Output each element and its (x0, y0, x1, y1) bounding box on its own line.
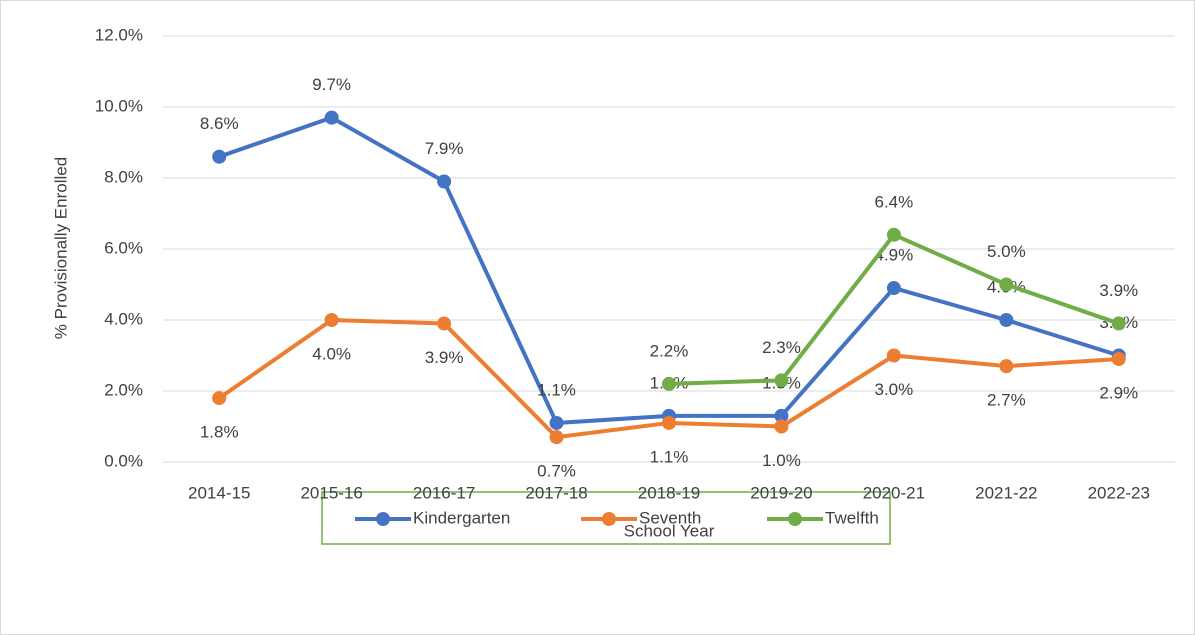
data-label: 2.3% (762, 338, 801, 357)
data-label: 5.0% (987, 242, 1026, 261)
y-axis-title: % Provisionally Enrolled (51, 157, 70, 339)
x-tick-label: 2018-19 (638, 483, 700, 502)
data-point (886, 281, 901, 296)
data-point (999, 359, 1014, 374)
data-point (212, 149, 227, 164)
data-label: 7.9% (425, 139, 464, 158)
x-tick-label: 2014-15 (188, 483, 250, 502)
y-tick-label: 10.0% (95, 96, 143, 115)
data-label: 4.0% (312, 344, 351, 363)
data-label: 9.7% (312, 75, 351, 94)
data-label: 3.9% (1099, 281, 1138, 300)
data-label: 1.1% (650, 447, 689, 466)
data-label: 2.7% (987, 391, 1026, 410)
x-tick-label: 2017-18 (525, 483, 587, 502)
x-tick-label: 2020-21 (863, 483, 925, 502)
data-label: 1.8% (200, 423, 239, 442)
data-point (324, 110, 339, 125)
data-label: 1.0% (762, 451, 801, 470)
data-label: 8.6% (200, 114, 239, 133)
data-point (774, 419, 789, 434)
data-point (662, 415, 676, 430)
x-tick-label: 2019-20 (750, 483, 812, 502)
data-label: 3.9% (425, 348, 464, 367)
y-tick-label: 12.0% (95, 25, 143, 44)
data-label: 1.1% (537, 380, 576, 399)
data-label: 0.7% (537, 462, 576, 481)
y-tick-label: 6.0% (104, 238, 143, 257)
legend-marker (788, 512, 802, 526)
data-label: 2.9% (1099, 384, 1138, 403)
data-label: 2.2% (650, 341, 689, 360)
data-label: 6.4% (875, 192, 914, 211)
y-tick-label: 8.0% (104, 167, 143, 186)
data-point (1111, 352, 1126, 367)
data-point (662, 376, 676, 391)
legend-label: Seventh (639, 508, 701, 527)
data-point (774, 408, 789, 423)
y-tick-label: 4.0% (104, 309, 143, 328)
data-point (549, 430, 564, 445)
y-tick-label: 2.0% (104, 380, 143, 399)
data-point (212, 391, 227, 406)
data-point (999, 313, 1014, 327)
data-point (886, 227, 901, 242)
legend-label: Twelfth (825, 508, 879, 527)
data-point (999, 277, 1014, 292)
data-point (886, 348, 901, 363)
legend-box (321, 491, 891, 545)
data-point (1111, 316, 1126, 331)
data-point (324, 313, 339, 327)
y-tick-label: 0.0% (104, 451, 143, 470)
x-tick-label: 2015-16 (300, 483, 362, 502)
data-point (774, 373, 789, 388)
legend-label: Kindergarten (413, 508, 510, 527)
data-point (437, 174, 452, 189)
legend-marker (376, 512, 390, 526)
data-label: 3.0% (875, 380, 914, 399)
x-tick-label: 2022-23 (1088, 483, 1150, 502)
data-point (549, 415, 564, 430)
legend-marker (602, 512, 616, 526)
x-tick-label: 2016-17 (413, 483, 475, 502)
data-point (437, 316, 452, 331)
x-axis-title: School Year (624, 521, 715, 540)
x-tick-label: 2021-22 (975, 483, 1037, 502)
